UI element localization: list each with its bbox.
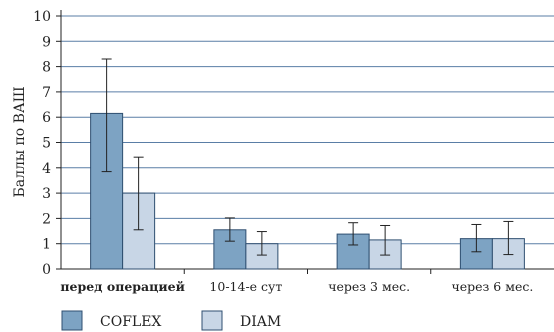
legend-swatch	[61, 310, 83, 331]
legend-label: DIAM	[240, 314, 281, 330]
y-tick-label: 0	[42, 262, 51, 278]
y-tick-label: 4	[42, 161, 51, 177]
y-tick-label: 10	[33, 9, 51, 25]
y-tick-label: 7	[42, 85, 51, 101]
y-tick-label: 3	[42, 186, 51, 202]
y-tick-label: 2	[42, 211, 51, 227]
y-axis-title: Баллы по ВАШ	[12, 86, 28, 197]
x-category-label: через 6 мес.	[451, 279, 533, 294]
y-tick-label: 6	[42, 110, 51, 126]
x-category-label: 10-14-е сут	[209, 279, 282, 294]
y-tick-label: 8	[42, 60, 51, 76]
x-category-label: перед операцией	[60, 279, 185, 294]
legend-swatch	[201, 310, 223, 331]
y-tick-label: 9	[42, 34, 51, 50]
x-category-label: через 3 мес.	[328, 279, 410, 294]
y-tick-label: 1	[42, 237, 51, 253]
y-tick-label: 5	[42, 136, 51, 152]
legend-label: COFLEX	[100, 314, 161, 330]
